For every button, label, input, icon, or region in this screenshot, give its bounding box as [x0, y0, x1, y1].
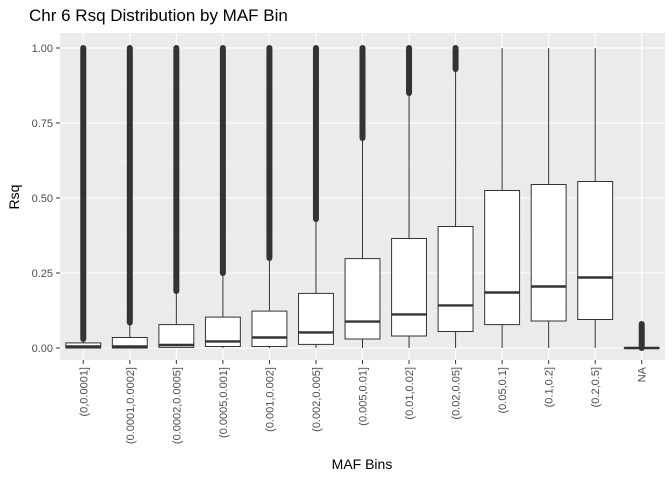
- x-tick-label: (0.0001,0.0002]: [125, 367, 137, 444]
- x-tick-label: (0.002,0.005]: [311, 367, 323, 432]
- x-tick-label: (0.2,0.5]: [590, 367, 602, 407]
- box-iqr: [344, 258, 381, 340]
- box-2: [158, 45, 195, 348]
- box-iqr: [251, 310, 288, 348]
- x-tick-label: (0.02,0.05]: [451, 367, 463, 420]
- x-tick-label: (0.05,0.1]: [497, 367, 509, 413]
- y-tick-label: 1.00: [32, 43, 53, 55]
- box-iqr: [484, 190, 521, 326]
- x-tick-label: (0.0005,0.001]: [218, 367, 230, 438]
- x-axis-title: MAF Bins: [332, 456, 393, 472]
- x-tick-label: (0.005,0.01]: [358, 367, 370, 426]
- box-5: [298, 45, 334, 348]
- box-iqr: [437, 226, 474, 332]
- x-tick-label: (0.1,0.2]: [544, 367, 556, 407]
- y-axis-title: Rsq: [6, 185, 22, 210]
- box-8: [437, 45, 474, 348]
- x-tick-label: (0,0.0001]: [78, 367, 90, 417]
- box-4: [251, 45, 288, 348]
- y-tick-label: 0.25: [32, 268, 53, 280]
- box-12: [623, 321, 660, 351]
- box-6: [344, 45, 381, 348]
- x-tick-label: NA: [637, 366, 649, 382]
- box-iqr: [577, 181, 614, 320]
- box-7: [391, 45, 427, 348]
- y-tick-label: 0.75: [32, 118, 53, 130]
- boxes: [65, 45, 660, 351]
- box-iqr: [530, 184, 567, 322]
- box-9: [484, 48, 521, 348]
- box-0: [65, 45, 102, 349]
- box-11: [577, 48, 614, 348]
- box-1: [111, 45, 148, 349]
- box-iqr: [298, 292, 334, 345]
- y-tick-label: 0.50: [32, 193, 53, 205]
- x-tick-label: (0.01,0.02]: [404, 367, 416, 420]
- box-3: [204, 45, 241, 348]
- box-10: [530, 48, 567, 348]
- x-tick-label: (0.0002,0.0005]: [171, 367, 183, 444]
- y-axis: 0.00 0.25 0.50 0.75 1.00: [32, 43, 60, 355]
- chart-title: Chr 6 Rsq Distribution by MAF Bin: [29, 6, 288, 25]
- box-iqr: [391, 238, 427, 337]
- box-iqr: [111, 337, 148, 349]
- box-iqr: [158, 324, 195, 348]
- x-tick-label: (0.001,0.002]: [264, 367, 276, 432]
- y-tick-label: 0.00: [32, 343, 53, 355]
- x-axis: (0,0.0001] (0.0001,0.0002] (0.0002,0.0005]…: [78, 360, 649, 444]
